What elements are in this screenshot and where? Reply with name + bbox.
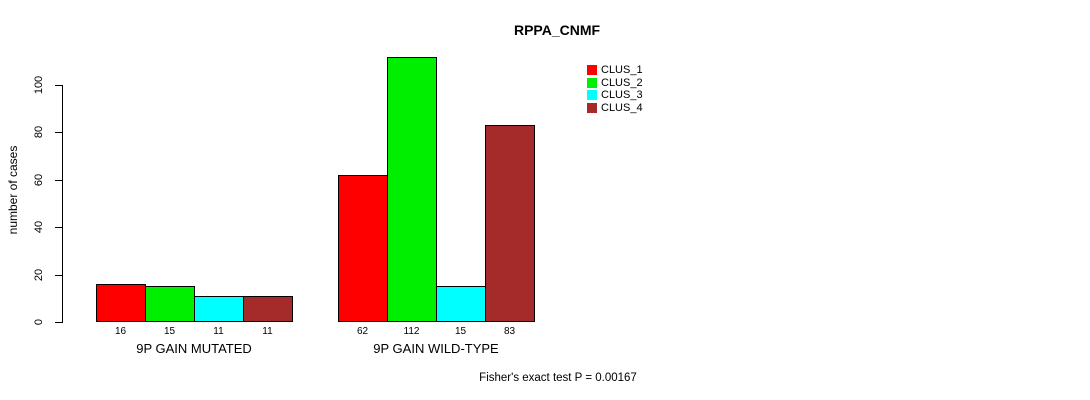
legend-item: CLUS_4 <box>587 102 643 115</box>
y-axis-tick-label: 60 <box>33 173 45 187</box>
y-axis-tick-label: 0 <box>33 318 45 326</box>
legend-swatch <box>587 90 597 101</box>
bar-value-label: 15 <box>163 326 176 337</box>
y-axis-tick-label: 20 <box>33 268 45 282</box>
legend-swatch <box>587 102 597 113</box>
legend-label: CLUS_1 <box>601 64 643 76</box>
legend-item: CLUS_3 <box>587 89 643 102</box>
bar-value-label: 16 <box>114 326 127 337</box>
y-axis-label: number of cases <box>6 145 20 235</box>
legend-swatch <box>587 65 597 76</box>
bar-value-label: 62 <box>356 326 369 337</box>
bar-clus_1 <box>338 175 388 322</box>
y-axis-tick-label: 40 <box>33 220 45 234</box>
y-axis-tick <box>55 132 62 133</box>
bar-clus_3 <box>194 296 244 322</box>
legend-label: CLUS_3 <box>601 89 643 101</box>
bar-clus_4 <box>485 125 535 322</box>
legend-label: CLUS_2 <box>601 76 643 89</box>
bar-clus_4 <box>243 296 293 322</box>
legend-label: CLUS_4 <box>601 101 643 114</box>
legend-swatch <box>587 77 597 88</box>
bar-value-label: 15 <box>454 326 467 337</box>
bar-clus_2 <box>145 286 195 322</box>
x-axis-group-label: 9P GAIN MUTATED <box>136 341 252 356</box>
legend: CLUS_1 CLUS_2 CLUS_3 CLUS_4 <box>587 64 643 114</box>
chart-title: RPPA_CNMF <box>513 22 601 38</box>
y-axis-tick-label: 80 <box>33 125 45 139</box>
bar-clus_2 <box>387 57 437 322</box>
bar-value-label: 11 <box>213 326 224 337</box>
bar-clus_3 <box>436 286 486 322</box>
y-axis-line <box>62 85 63 323</box>
bar-value-label: 83 <box>503 326 516 337</box>
bar-value-label: 112 <box>403 326 420 337</box>
bar-clus_1 <box>96 284 146 322</box>
y-axis-tick <box>55 275 62 276</box>
y-axis-tick <box>55 180 62 181</box>
y-axis-tick <box>55 322 62 323</box>
y-axis-tick <box>55 85 62 86</box>
legend-item: CLUS_1 <box>587 64 643 77</box>
footnote-text: Fisher's exact test P = 0.00167 <box>479 372 637 384</box>
y-axis-tick <box>55 227 62 228</box>
bar-value-label: 11 <box>262 326 273 337</box>
legend-item: CLUS_2 <box>587 77 643 90</box>
y-axis-tick-label: 100 <box>33 75 45 95</box>
x-axis-group-label: 9P GAIN WILD-TYPE <box>373 341 499 356</box>
